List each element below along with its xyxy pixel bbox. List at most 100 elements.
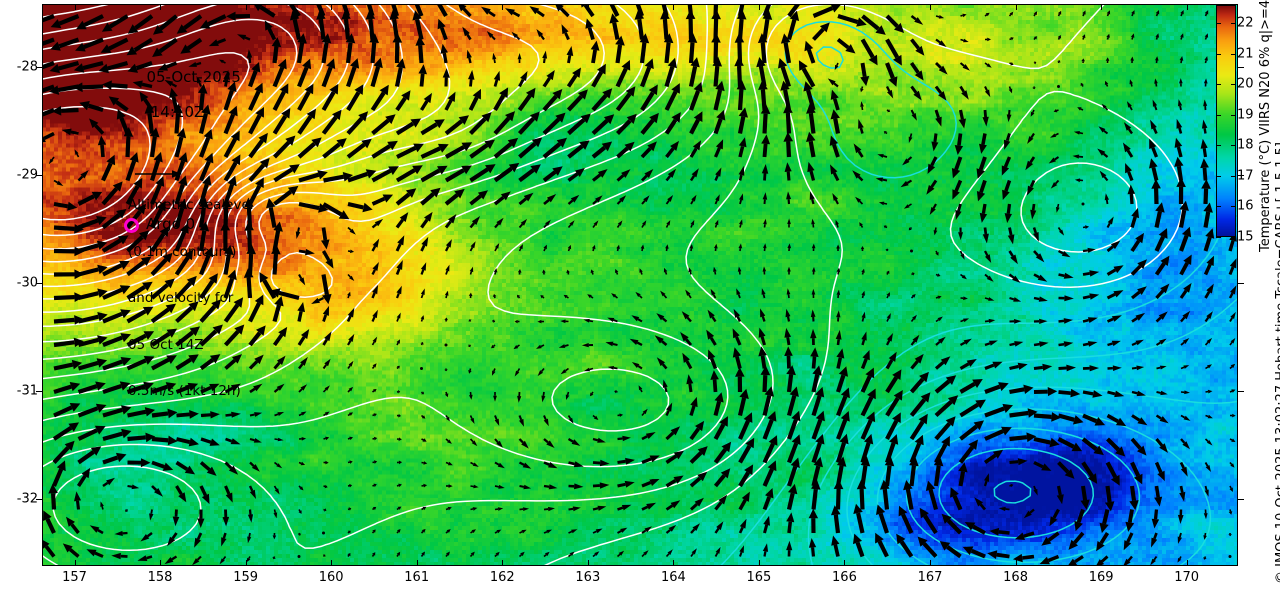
velocity-vector-arrow [617, 457, 635, 465]
velocity-vector-arrow [1125, 509, 1135, 532]
velocity-vector-arrow [935, 38, 947, 47]
velocity-vector-arrow [935, 336, 946, 346]
velocity-vector-arrow [860, 246, 865, 251]
velocity-vector-arrow [518, 164, 541, 183]
velocity-vector-arrow [896, 533, 914, 558]
velocity-vector-arrow [806, 131, 816, 158]
velocity-vector-arrow [689, 446, 708, 464]
velocity-vector-arrow [617, 480, 635, 488]
velocity-vector-arrow [78, 288, 108, 301]
velocity-vector-arrow [1068, 531, 1085, 550]
velocity-vector-arrow [226, 11, 251, 21]
map-plot-area[interactable] [42, 4, 1238, 566]
velocity-vector-arrow [491, 344, 496, 349]
velocity-vector-arrow [810, 309, 816, 322]
velocity-vector-arrow [420, 187, 441, 206]
velocity-vector-arrow [689, 497, 704, 511]
velocity-vector-arrow [1177, 509, 1184, 524]
x-tick [502, 560, 504, 566]
velocity-vector-arrow [372, 507, 377, 511]
velocity-vector-arrow [321, 274, 332, 305]
velocity-vector-arrow [1151, 532, 1158, 548]
velocity-vector-arrow [910, 85, 922, 101]
velocity-vector-arrow [42, 37, 55, 47]
velocity-vector-arrow [1058, 318, 1073, 324]
velocity-vector-arrow [787, 243, 792, 252]
velocity-vector-arrow [469, 216, 481, 229]
velocity-vector-arrow [53, 382, 81, 395]
velocity-vector-arrow [1058, 295, 1074, 302]
velocity-vector-arrow [861, 268, 865, 275]
velocity-vector-dot [1228, 555, 1232, 558]
velocity-vector-arrow [1154, 255, 1170, 276]
velocity-vector-arrow [248, 294, 264, 323]
velocity-vector-arrow [955, 203, 962, 220]
x-tick [1101, 560, 1103, 566]
velocity-vector-arrow [665, 475, 684, 488]
velocity-vector-arrow [346, 111, 369, 135]
velocity-vector-arrow [555, 4, 570, 18]
velocity-vector-arrow [347, 553, 351, 557]
x-tick [1015, 4, 1017, 10]
velocity-vector-arrow [458, 4, 472, 18]
velocity-vector-arrow [935, 316, 943, 323]
velocity-vector-arrow [1203, 78, 1208, 87]
colorbar-tick-label-17: 17 [1237, 168, 1254, 184]
velocity-vector-arrow [1180, 33, 1184, 40]
velocity-vector-arrow [984, 340, 998, 347]
velocity-vector-arrow [249, 437, 262, 443]
velocity-vector-arrow [758, 80, 768, 111]
velocity-vector-arrow [1203, 99, 1208, 111]
velocity-vector-arrow [445, 264, 450, 275]
velocity-vector-arrow [1033, 387, 1058, 397]
velocity-vector-arrow [1204, 56, 1208, 64]
y-tick [36, 282, 42, 284]
velocity-vector-arrow [48, 483, 58, 510]
velocity-vector-arrow [102, 428, 132, 442]
velocity-vector-arrow [1179, 56, 1184, 64]
velocity-vector-arrow [298, 170, 328, 183]
velocity-vector-arrow [563, 294, 569, 299]
velocity-vector-arrow [1030, 203, 1037, 220]
velocity-vector-arrow [49, 60, 80, 74]
velocity-vector-arrow [371, 284, 379, 299]
velocity-vector-arrow [738, 165, 745, 181]
velocity-vector-arrow [271, 244, 281, 275]
velocity-vector-arrow [690, 219, 695, 228]
colorbar-tick-label-21: 21 [1237, 46, 1254, 62]
velocity-vector-arrow [102, 381, 131, 394]
velocity-vector-arrow [983, 250, 992, 263]
velocity-vector-arrow [176, 410, 199, 419]
velocity-vector-arrow [934, 435, 950, 464]
velocity-vector-arrow [1204, 337, 1213, 346]
velocity-vector-arrow [1129, 79, 1133, 87]
velocity-vector-arrow [347, 273, 355, 281]
velocity-vector-arrow [297, 302, 305, 322]
velocity-vector-arrow [127, 458, 151, 468]
velocity-vector-arrow [1001, 156, 1012, 176]
velocity-vector-arrow [395, 90, 411, 112]
velocity-vector-arrow [323, 436, 330, 441]
velocity-vector-arrow [836, 267, 841, 275]
velocity-vector-arrow [224, 461, 239, 475]
velocity-vector-arrow [1180, 414, 1191, 421]
velocity-vector-arrow [127, 61, 153, 73]
latitude-tick-label: -30 [16, 275, 38, 291]
y-tick [36, 66, 42, 68]
y-tick [1238, 174, 1244, 176]
velocity-vector-arrow [518, 461, 532, 469]
velocity-vector-arrow [444, 115, 469, 136]
velocity-vector-arrow [514, 368, 521, 377]
velocity-vector-arrow [931, 133, 939, 152]
velocity-vector-arrow [1077, 107, 1084, 111]
velocity-vector-arrow [732, 328, 742, 346]
velocity-vector-arrow [192, 555, 202, 566]
velocity-vector-arrow [711, 33, 721, 64]
velocity-vector-arrow [371, 140, 398, 159]
velocity-vector-arrow [200, 383, 220, 394]
velocity-vector-arrow [640, 112, 659, 135]
velocity-vector-arrow [470, 529, 476, 534]
velocity-vector-arrow [665, 140, 679, 159]
velocity-vector-arrow [641, 526, 652, 534]
velocity-vector-arrow [469, 391, 473, 400]
